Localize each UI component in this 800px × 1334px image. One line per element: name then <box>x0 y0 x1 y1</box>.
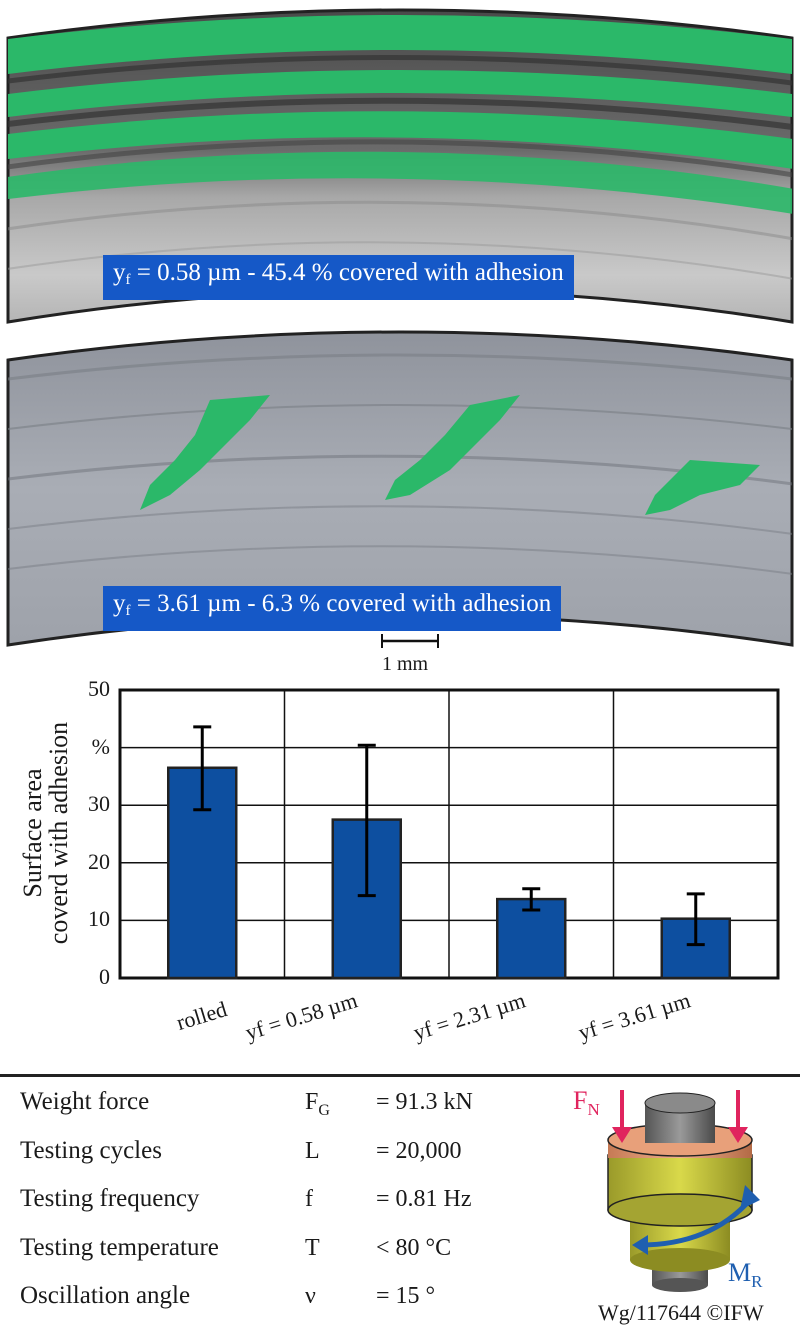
y-tick-label: 0 <box>99 964 110 989</box>
param-value: = 0.81 Hz <box>376 1186 472 1212</box>
bar-2 <box>496 897 567 980</box>
micrograph-bottom <box>6 330 794 647</box>
param-value: < 80 °C <box>376 1234 452 1261</box>
param-symbol: f <box>305 1186 313 1212</box>
param-symbol: FG <box>305 1089 330 1119</box>
micrograph-top <box>6 8 794 324</box>
section-divider <box>0 1074 800 1077</box>
y-tick-label: 20 <box>88 848 110 874</box>
y-tick-label: 10 <box>88 906 110 932</box>
y-tick-label: % <box>91 733 110 759</box>
param-name: Testing frequency <box>20 1185 200 1212</box>
param-value: = 91.3 kN <box>376 1089 473 1115</box>
scale-bar-label: 1 mm <box>382 653 429 675</box>
scale-bar <box>381 634 439 648</box>
param-name: Weight force <box>20 1088 150 1115</box>
chart-frame <box>118 688 780 980</box>
footer-credit: Wg/117644 ©IFW <box>598 1300 764 1325</box>
param-name: Testing cycles <box>20 1136 162 1164</box>
param-value: = 20,000 <box>376 1137 462 1164</box>
param-symbol: ν <box>305 1283 316 1309</box>
y-tick-label: 50 <box>88 676 110 701</box>
param-name: Testing temperature <box>20 1233 219 1261</box>
micrograph-top-caption: yf = 0.58 µm - 45.4 % covered with adhes… <box>103 255 574 300</box>
param-name: Oscillation angle <box>20 1282 191 1309</box>
param-symbol: T <box>305 1234 320 1261</box>
param-symbol: L <box>305 1137 320 1164</box>
fn-label: FN <box>573 1086 600 1120</box>
mr-label: MR <box>728 1258 763 1292</box>
param-value: = 15 ° <box>376 1283 436 1309</box>
y-tick-label: 30 <box>88 791 110 817</box>
bearing-illustration <box>607 1090 760 1292</box>
micrograph-bottom-caption: yf = 3.61 µm - 6.3 % covered with adhesi… <box>103 586 562 631</box>
